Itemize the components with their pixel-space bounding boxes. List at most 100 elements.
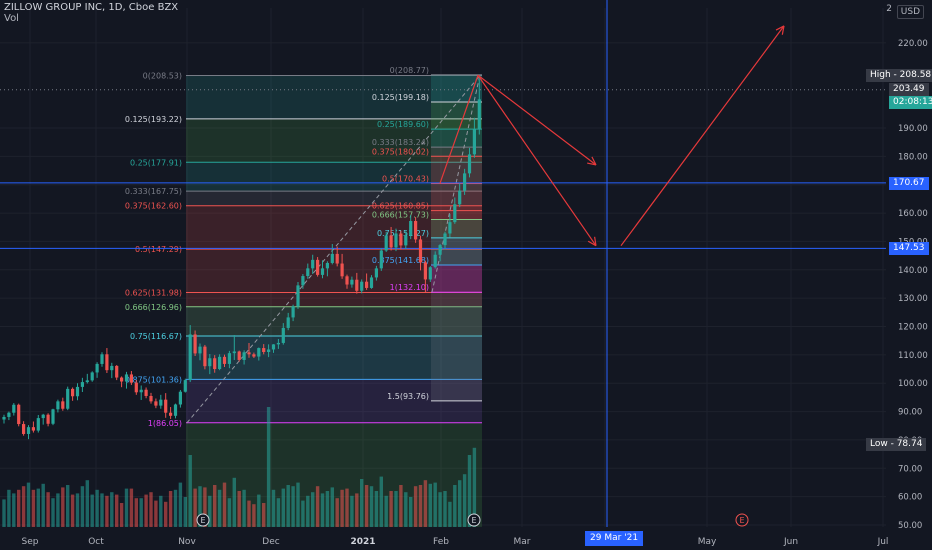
- candle-body: [17, 404, 21, 425]
- fib-right-label: 0.25(189.60): [377, 120, 429, 129]
- y-tick-label: 120.00: [898, 323, 928, 333]
- candle-body: [399, 233, 403, 246]
- pane-number: 2: [886, 4, 892, 14]
- candle-body: [291, 306, 295, 318]
- y-tick-label: 100.00: [898, 379, 928, 389]
- volume-bar: [46, 492, 50, 527]
- candle-body: [252, 354, 256, 357]
- volume-bar: [438, 492, 442, 527]
- fib-left-trendline: [186, 75, 481, 424]
- candle-body: [472, 129, 476, 155]
- volume-bar: [330, 487, 334, 527]
- fib-right-label: 0.333(183.24): [372, 138, 429, 147]
- fib-left-zone: [186, 306, 482, 336]
- currency-label[interactable]: USD: [896, 5, 924, 19]
- y-tick-label: 140.00: [898, 266, 928, 276]
- y-tick-label: 110.00: [898, 351, 928, 361]
- x-tick-label: Nov: [178, 537, 196, 547]
- crosshair-date-label: 29 Mar '21: [585, 531, 644, 546]
- volume-bar: [276, 498, 281, 527]
- volume-bar: [433, 482, 437, 527]
- volume-bar: [75, 493, 80, 527]
- candle-body: [90, 372, 94, 381]
- volume-bar: [193, 488, 197, 527]
- fib-left-label: 0.125(193.22): [125, 115, 182, 124]
- volume-bar: [418, 485, 423, 527]
- countdown-badge: 02:08:13: [889, 96, 932, 109]
- candle-body: [267, 349, 271, 353]
- candle-body: [178, 391, 182, 405]
- fib-right-zone: [431, 219, 482, 238]
- fib-right-label: 0(208.77): [390, 66, 429, 75]
- volume-bar: [164, 501, 168, 527]
- symbol-title[interactable]: ZILLOW GROUP INC, 1D, Cboe BZX: [4, 2, 179, 13]
- candle-body: [345, 276, 349, 285]
- volume-bar: [208, 495, 212, 527]
- candle-body: [374, 268, 378, 278]
- volume-bar: [90, 494, 94, 527]
- fib-left-zone: [186, 191, 482, 206]
- volume-bar: [360, 479, 364, 527]
- candle-body: [453, 204, 457, 223]
- volume-bar: [100, 493, 104, 527]
- high-price-badge: High - 208.58: [866, 69, 932, 82]
- volume-bar: [119, 503, 124, 527]
- level-b-badge: 147.53: [889, 242, 929, 255]
- volume-bar: [296, 482, 300, 527]
- volume-bar: [217, 489, 222, 527]
- volume-bar: [203, 487, 207, 527]
- volume-bar: [350, 495, 354, 527]
- volume-bar: [315, 486, 320, 527]
- volume-bar: [7, 489, 11, 527]
- fib-right-zone: [431, 210, 482, 220]
- volume-bar: [110, 492, 114, 527]
- volume-bar: [384, 495, 388, 527]
- volume-bar: [266, 407, 271, 527]
- earnings-icon: [467, 513, 481, 527]
- candle-body: [301, 276, 305, 286]
- volume-bar: [41, 483, 45, 527]
- volume-bar: [399, 485, 403, 527]
- candle-body: [203, 346, 207, 367]
- candle-body: [257, 348, 261, 357]
- volume-bar: [105, 495, 109, 527]
- volume-bar: [247, 500, 251, 527]
- candle-body: [41, 414, 45, 419]
- earnings-icon: [196, 513, 210, 527]
- volume-bar: [374, 491, 379, 527]
- volume-bar: [389, 491, 393, 527]
- volume-bar: [340, 489, 344, 527]
- volume-bar: [394, 491, 398, 527]
- volume-bar: [36, 488, 40, 527]
- fib-left-label: 1(86.05): [148, 419, 182, 428]
- volume-bar: [306, 495, 310, 527]
- volume-bar: [129, 488, 134, 527]
- volume-bar: [320, 493, 325, 527]
- candle-body: [71, 388, 75, 397]
- volume-bar: [56, 493, 60, 527]
- volume-bar: [2, 499, 6, 527]
- candle-body: [36, 418, 40, 431]
- candle-body: [384, 235, 388, 251]
- candle-body: [120, 377, 124, 382]
- volume-bar: [281, 488, 285, 527]
- candle-body: [355, 279, 359, 291]
- fib-right-zone: [431, 292, 482, 401]
- fib-right-zone: [431, 265, 482, 293]
- candle-body: [124, 374, 129, 382]
- candle-body: [394, 233, 398, 248]
- candle-body: [438, 245, 442, 255]
- volume-indicator-label[interactable]: Vol: [4, 13, 19, 24]
- volume-bar: [61, 487, 65, 527]
- x-tick-label: Feb: [433, 537, 449, 547]
- volume-bar: [213, 485, 217, 527]
- arrow-head: [781, 25, 785, 35]
- y-tick-label: 220.00: [898, 39, 928, 49]
- y-tick-label: 50.00: [898, 521, 922, 531]
- volume-bar: [232, 477, 236, 527]
- volume-bar: [21, 486, 26, 527]
- candle-body: [237, 351, 241, 360]
- volume-bar: [31, 489, 36, 527]
- x-tick-label: 2021: [350, 537, 375, 547]
